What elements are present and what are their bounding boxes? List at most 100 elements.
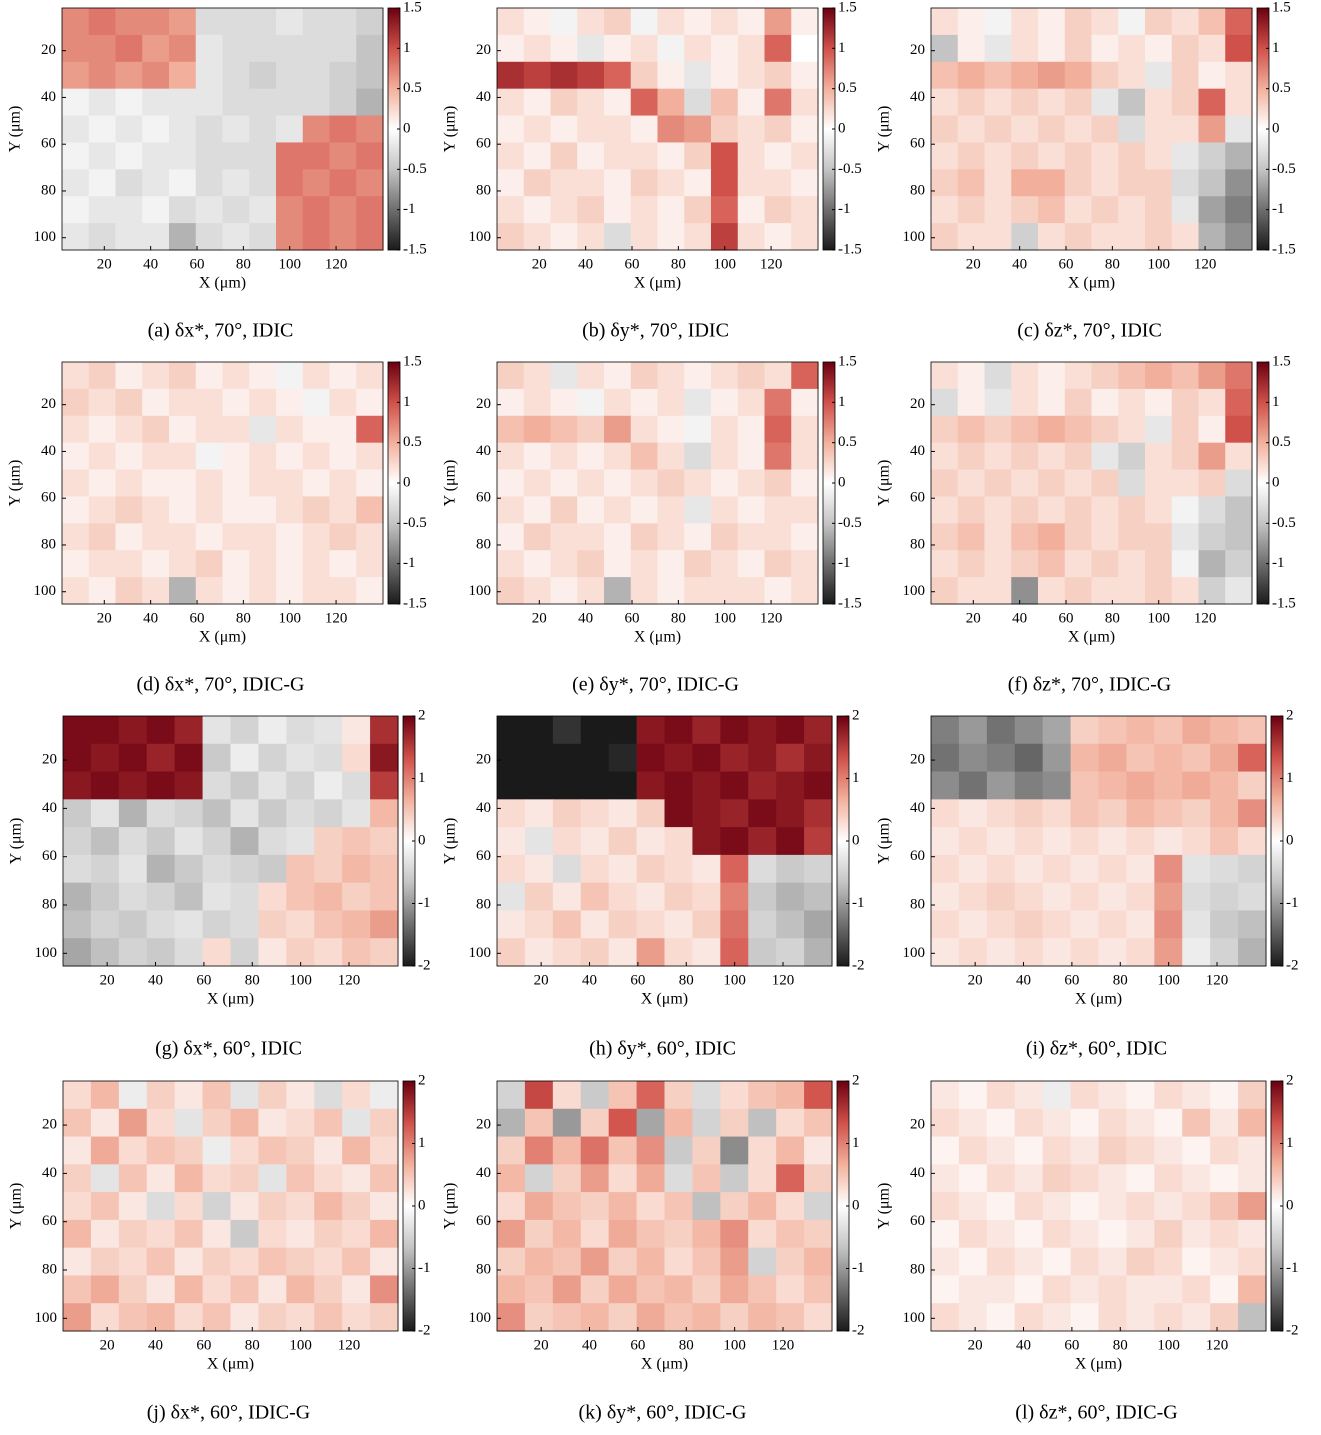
y-tick-label: 60 xyxy=(910,136,925,152)
heatmap-cell xyxy=(1238,716,1267,745)
heatmap-cell xyxy=(630,115,659,144)
heatmap-cell xyxy=(115,142,143,170)
heatmap-cell xyxy=(523,34,552,63)
heatmap-cell xyxy=(1182,882,1211,912)
heatmap-cell xyxy=(931,854,960,884)
heatmap-cell xyxy=(356,388,384,417)
heatmap-cell xyxy=(146,1247,176,1277)
heatmap-cell xyxy=(230,1219,260,1249)
heatmap-cell xyxy=(1011,550,1039,578)
heatmap-cell xyxy=(1098,1081,1128,1110)
heatmap-cell xyxy=(118,1108,148,1138)
colorbar-tick-label: -2 xyxy=(1286,957,1299,973)
heatmap-cell xyxy=(684,388,712,417)
heatmap-cell xyxy=(302,496,331,524)
heatmap-cell xyxy=(1210,771,1239,800)
heatmap-cell xyxy=(62,442,90,471)
heatmap-cell xyxy=(804,1303,833,1332)
heatmap-cell xyxy=(776,1081,805,1110)
heatmap-cell xyxy=(88,34,117,63)
heatmap-cell xyxy=(1118,550,1146,578)
heatmap-cell xyxy=(1198,388,1226,417)
heatmap-cell xyxy=(958,1275,988,1304)
heatmap-cell xyxy=(314,1108,343,1138)
heatmap-cell xyxy=(957,523,986,551)
panel-caption: (j) δx*, 60°, IDIC-G xyxy=(147,1402,311,1424)
heatmap-cell xyxy=(684,469,712,498)
heatmap-cell xyxy=(1042,1136,1072,1165)
heatmap-cell xyxy=(630,34,659,63)
heatmap-cell xyxy=(958,1192,988,1221)
heatmap-cell xyxy=(88,88,117,117)
heatmap-cell xyxy=(684,61,712,90)
heatmap-cell xyxy=(1064,196,1093,224)
x-tick-label: 20 xyxy=(534,1337,549,1353)
heatmap-cell xyxy=(1182,771,1211,800)
heatmap-cell xyxy=(169,388,197,417)
y-axis-label: Y (μm) xyxy=(876,818,893,865)
heatmap-cell xyxy=(791,34,819,63)
x-tick-label: 80 xyxy=(236,610,251,626)
heatmap-cell xyxy=(302,442,331,471)
heatmap-cell xyxy=(370,882,399,912)
heatmap-cell xyxy=(258,799,287,828)
plot-frame xyxy=(62,715,399,967)
heatmap-cell xyxy=(195,469,224,498)
heatmap-cell xyxy=(720,1164,749,1193)
heatmap-cell xyxy=(577,388,605,417)
colorbar-tick-label: 0.5 xyxy=(403,434,422,450)
heatmap-cell xyxy=(1064,169,1093,197)
heatmap-cell xyxy=(1171,223,1200,251)
heatmap-cell xyxy=(230,1164,260,1193)
heatmap-cell xyxy=(776,1219,805,1249)
heatmap-cell xyxy=(791,550,819,578)
heatmap-cell xyxy=(577,362,605,390)
panel-caption: (d) δx*, 70°, IDIC-G xyxy=(137,674,305,696)
heatmap-cell xyxy=(202,1136,232,1165)
heatmap-cell xyxy=(577,415,605,444)
x-tick-label: 60 xyxy=(1059,610,1074,626)
heatmap-cell xyxy=(1171,469,1200,498)
heatmap-cell xyxy=(737,523,766,551)
heatmap-cell xyxy=(958,743,988,773)
heatmap-cell xyxy=(222,115,250,144)
y-tick-label: 60 xyxy=(42,1213,57,1229)
heatmap-cell xyxy=(550,523,578,551)
heatmap-cell xyxy=(1171,34,1200,63)
heatmap-cell xyxy=(523,415,552,444)
heatmap-cell xyxy=(195,223,224,251)
heatmap-cell xyxy=(230,1247,260,1277)
heatmap-cell xyxy=(764,223,792,251)
heatmap-cell xyxy=(169,223,197,251)
heatmap-cell xyxy=(804,1081,833,1110)
heatmap-cell xyxy=(1064,442,1093,471)
x-tick-label: 100 xyxy=(723,972,746,988)
heatmap-cell xyxy=(1011,115,1039,144)
heatmap-cell xyxy=(608,938,638,967)
y-tick-label: 20 xyxy=(42,1117,57,1133)
heatmap-cell xyxy=(791,88,819,117)
x-tick-label: 100 xyxy=(1147,610,1170,626)
heatmap-cell xyxy=(958,854,988,884)
plot-frame xyxy=(496,361,819,605)
heatmap-cell xyxy=(931,8,959,36)
y-tick-label: 60 xyxy=(910,490,925,506)
heatmap-cell xyxy=(604,550,632,578)
heatmap-cell xyxy=(195,550,224,578)
heatmap-cell xyxy=(748,1081,777,1110)
heatmap-cell xyxy=(1154,1247,1183,1277)
heatmap-cell xyxy=(1042,1303,1072,1332)
heatmap-cell xyxy=(202,1247,232,1277)
heatmap-cell xyxy=(1182,799,1211,828)
heatmap-cell xyxy=(1011,196,1039,224)
heatmap-cell xyxy=(1198,442,1226,471)
y-tick-label: 40 xyxy=(41,443,56,459)
heatmap-cell xyxy=(764,8,792,36)
heatmap-cell xyxy=(552,827,582,856)
heatmap-cell xyxy=(356,196,384,224)
heatmap-cell xyxy=(1091,88,1119,117)
heatmap-cell xyxy=(115,223,143,251)
heatmap-cell xyxy=(230,716,260,745)
heatmap-cell xyxy=(1198,469,1226,498)
heatmap-cell xyxy=(776,799,805,828)
